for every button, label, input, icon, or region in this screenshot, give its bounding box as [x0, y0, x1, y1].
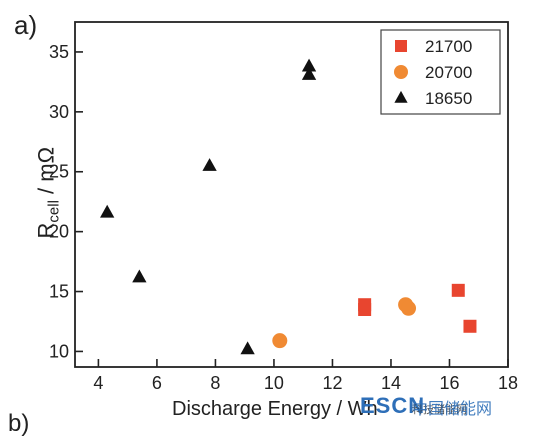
- plot-frame: [74, 21, 509, 368]
- data-point-21700: [358, 298, 372, 312]
- x-tick-label: 12: [322, 373, 342, 393]
- data-point-18650: [301, 67, 317, 80]
- data-point-18650: [240, 341, 255, 355]
- next-panel-label: b): [8, 410, 30, 437]
- legend-label: 20700: [425, 63, 472, 82]
- legend-label: 21700: [425, 37, 472, 56]
- y-tick-label: 25: [49, 162, 69, 182]
- data-point-21700: [451, 283, 465, 297]
- data-point-18650: [100, 204, 115, 218]
- legend-marker-21700: [395, 40, 407, 52]
- x-tick-label: 8: [210, 373, 220, 393]
- y-tick-label: 15: [49, 282, 69, 302]
- x-tick-label: 16: [439, 373, 459, 393]
- y-tick-label: 35: [49, 42, 69, 62]
- data-point-20700: [272, 333, 288, 349]
- data-point-18650: [301, 58, 317, 72]
- y-tick-label: 20: [49, 222, 69, 242]
- y-tick-label: 10: [49, 341, 69, 361]
- data-point-18650: [132, 269, 147, 283]
- watermark-subtext: 科技储能网: [412, 404, 467, 416]
- x-tick-label: 14: [381, 373, 401, 393]
- x-tick-label: 4: [93, 373, 103, 393]
- x-tick-label: 6: [152, 373, 162, 393]
- legend-label: 18650: [425, 89, 472, 108]
- data-point-21700: [463, 319, 477, 333]
- data-point-20700: [401, 300, 417, 316]
- x-axis-label: Discharge Energy / Wh: [172, 398, 378, 420]
- x-tick-label: 18: [498, 373, 518, 393]
- watermark-text: 中国储能网: [412, 401, 493, 418]
- data-point-18650: [202, 158, 217, 171]
- watermark-logo: ESCN: [360, 393, 426, 418]
- y-tick-label: 30: [49, 102, 69, 122]
- x-tick-label: 10: [264, 373, 284, 393]
- legend-marker-20700: [394, 65, 408, 79]
- legend-marker-18650: [394, 90, 408, 103]
- panel-label: a): [14, 10, 38, 40]
